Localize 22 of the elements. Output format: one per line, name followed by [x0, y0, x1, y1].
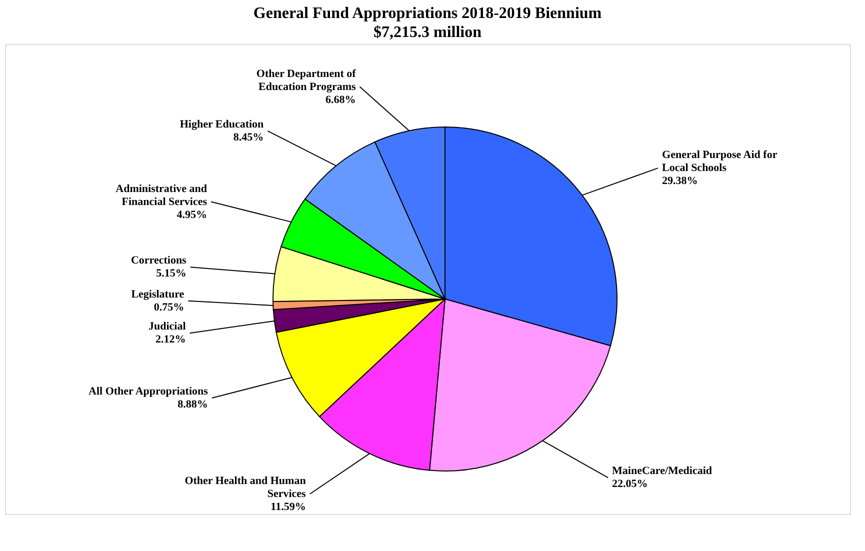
slice-label: Administrative and Financial Services — [116, 182, 208, 208]
slice-label: Other Health and Human Services — [184, 475, 307, 500]
data-label: 0.75% — [154, 301, 184, 314]
data-label: 5.15% — [156, 268, 186, 280]
chart-title: General Fund Appropriations 2018-2019 Biennium — [253, 5, 602, 22]
data-label: 11.59% — [270, 501, 306, 514]
data-label: 2.12% — [156, 334, 186, 346]
data-label: 22.05% — [612, 478, 648, 490]
slice-label: All Other Appropriations — [88, 386, 209, 398]
slice-label: Legislature — [131, 288, 184, 300]
slice-label: MaineCare/Medicaid — [612, 465, 712, 478]
slice-label: Judicial — [148, 320, 186, 333]
slice-label: General Purpose Aid for Local Schools — [662, 149, 778, 174]
slice-label: Other Department of Education Programs — [256, 68, 357, 93]
data-label: 8.45% — [233, 131, 264, 144]
data-label: 29.38% — [662, 175, 698, 188]
data-label: 6.68% — [326, 94, 356, 106]
data-label: 4.95% — [176, 208, 208, 221]
chart-subtitle: $7,215.3 million — [373, 24, 482, 41]
data-label: 8.88% — [178, 398, 208, 410]
slice-label: Corrections — [130, 254, 188, 267]
slice-label: Higher Education — [180, 118, 264, 130]
